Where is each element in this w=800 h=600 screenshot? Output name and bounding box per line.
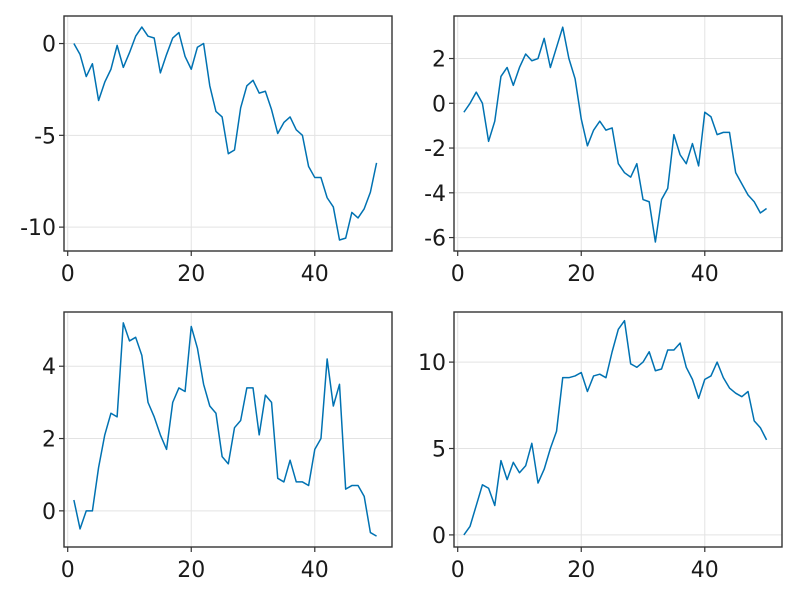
x-tick-label: 0 <box>61 558 75 583</box>
y-tick-label: -10 <box>20 216 56 241</box>
x-tick-label: 20 <box>567 262 595 287</box>
y-tick-label: 0 <box>42 33 56 58</box>
x-tick-label: 40 <box>691 558 719 583</box>
panel-4: 0 20 40 10 5 0 <box>418 311 783 583</box>
y-tick-label: 4 <box>42 355 56 380</box>
series-line-1 <box>73 322 377 537</box>
panel-1: 0 20 40 0 -5 -10 <box>20 15 393 287</box>
x-tick-label: 0 <box>61 262 75 287</box>
y-tick-label: 10 <box>418 351 446 376</box>
axes-frame <box>453 15 783 252</box>
y-tick-label: 0 <box>432 92 446 117</box>
y-tick-label: -4 <box>424 182 446 207</box>
x-tick-label: 20 <box>567 558 595 583</box>
x-tick-label: 20 <box>177 262 205 287</box>
y-tick-label: 0 <box>42 500 56 525</box>
y-tick-label: 2 <box>42 428 56 453</box>
x-tick-label: 0 <box>451 558 465 583</box>
x-tick-label: 40 <box>301 262 329 287</box>
series-line-1 <box>73 26 378 241</box>
series-line-1 <box>463 319 768 536</box>
y-tick-label: 5 <box>432 438 446 463</box>
axes-frame <box>63 15 393 252</box>
series-line-1 <box>463 26 767 243</box>
x-tick-label: 40 <box>301 558 329 583</box>
y-tick-label: -6 <box>424 227 446 252</box>
y-tick-label: 2 <box>432 48 446 73</box>
y-tick-label: -2 <box>424 137 446 162</box>
x-tick-label: 40 <box>691 262 719 287</box>
x-tick-label: 0 <box>451 262 465 287</box>
y-tick-label: 0 <box>432 524 446 549</box>
x-tick-label: 20 <box>177 558 205 583</box>
axes-frame <box>63 311 393 548</box>
axes-frame <box>453 311 783 548</box>
y-tick-label: -5 <box>34 124 56 149</box>
